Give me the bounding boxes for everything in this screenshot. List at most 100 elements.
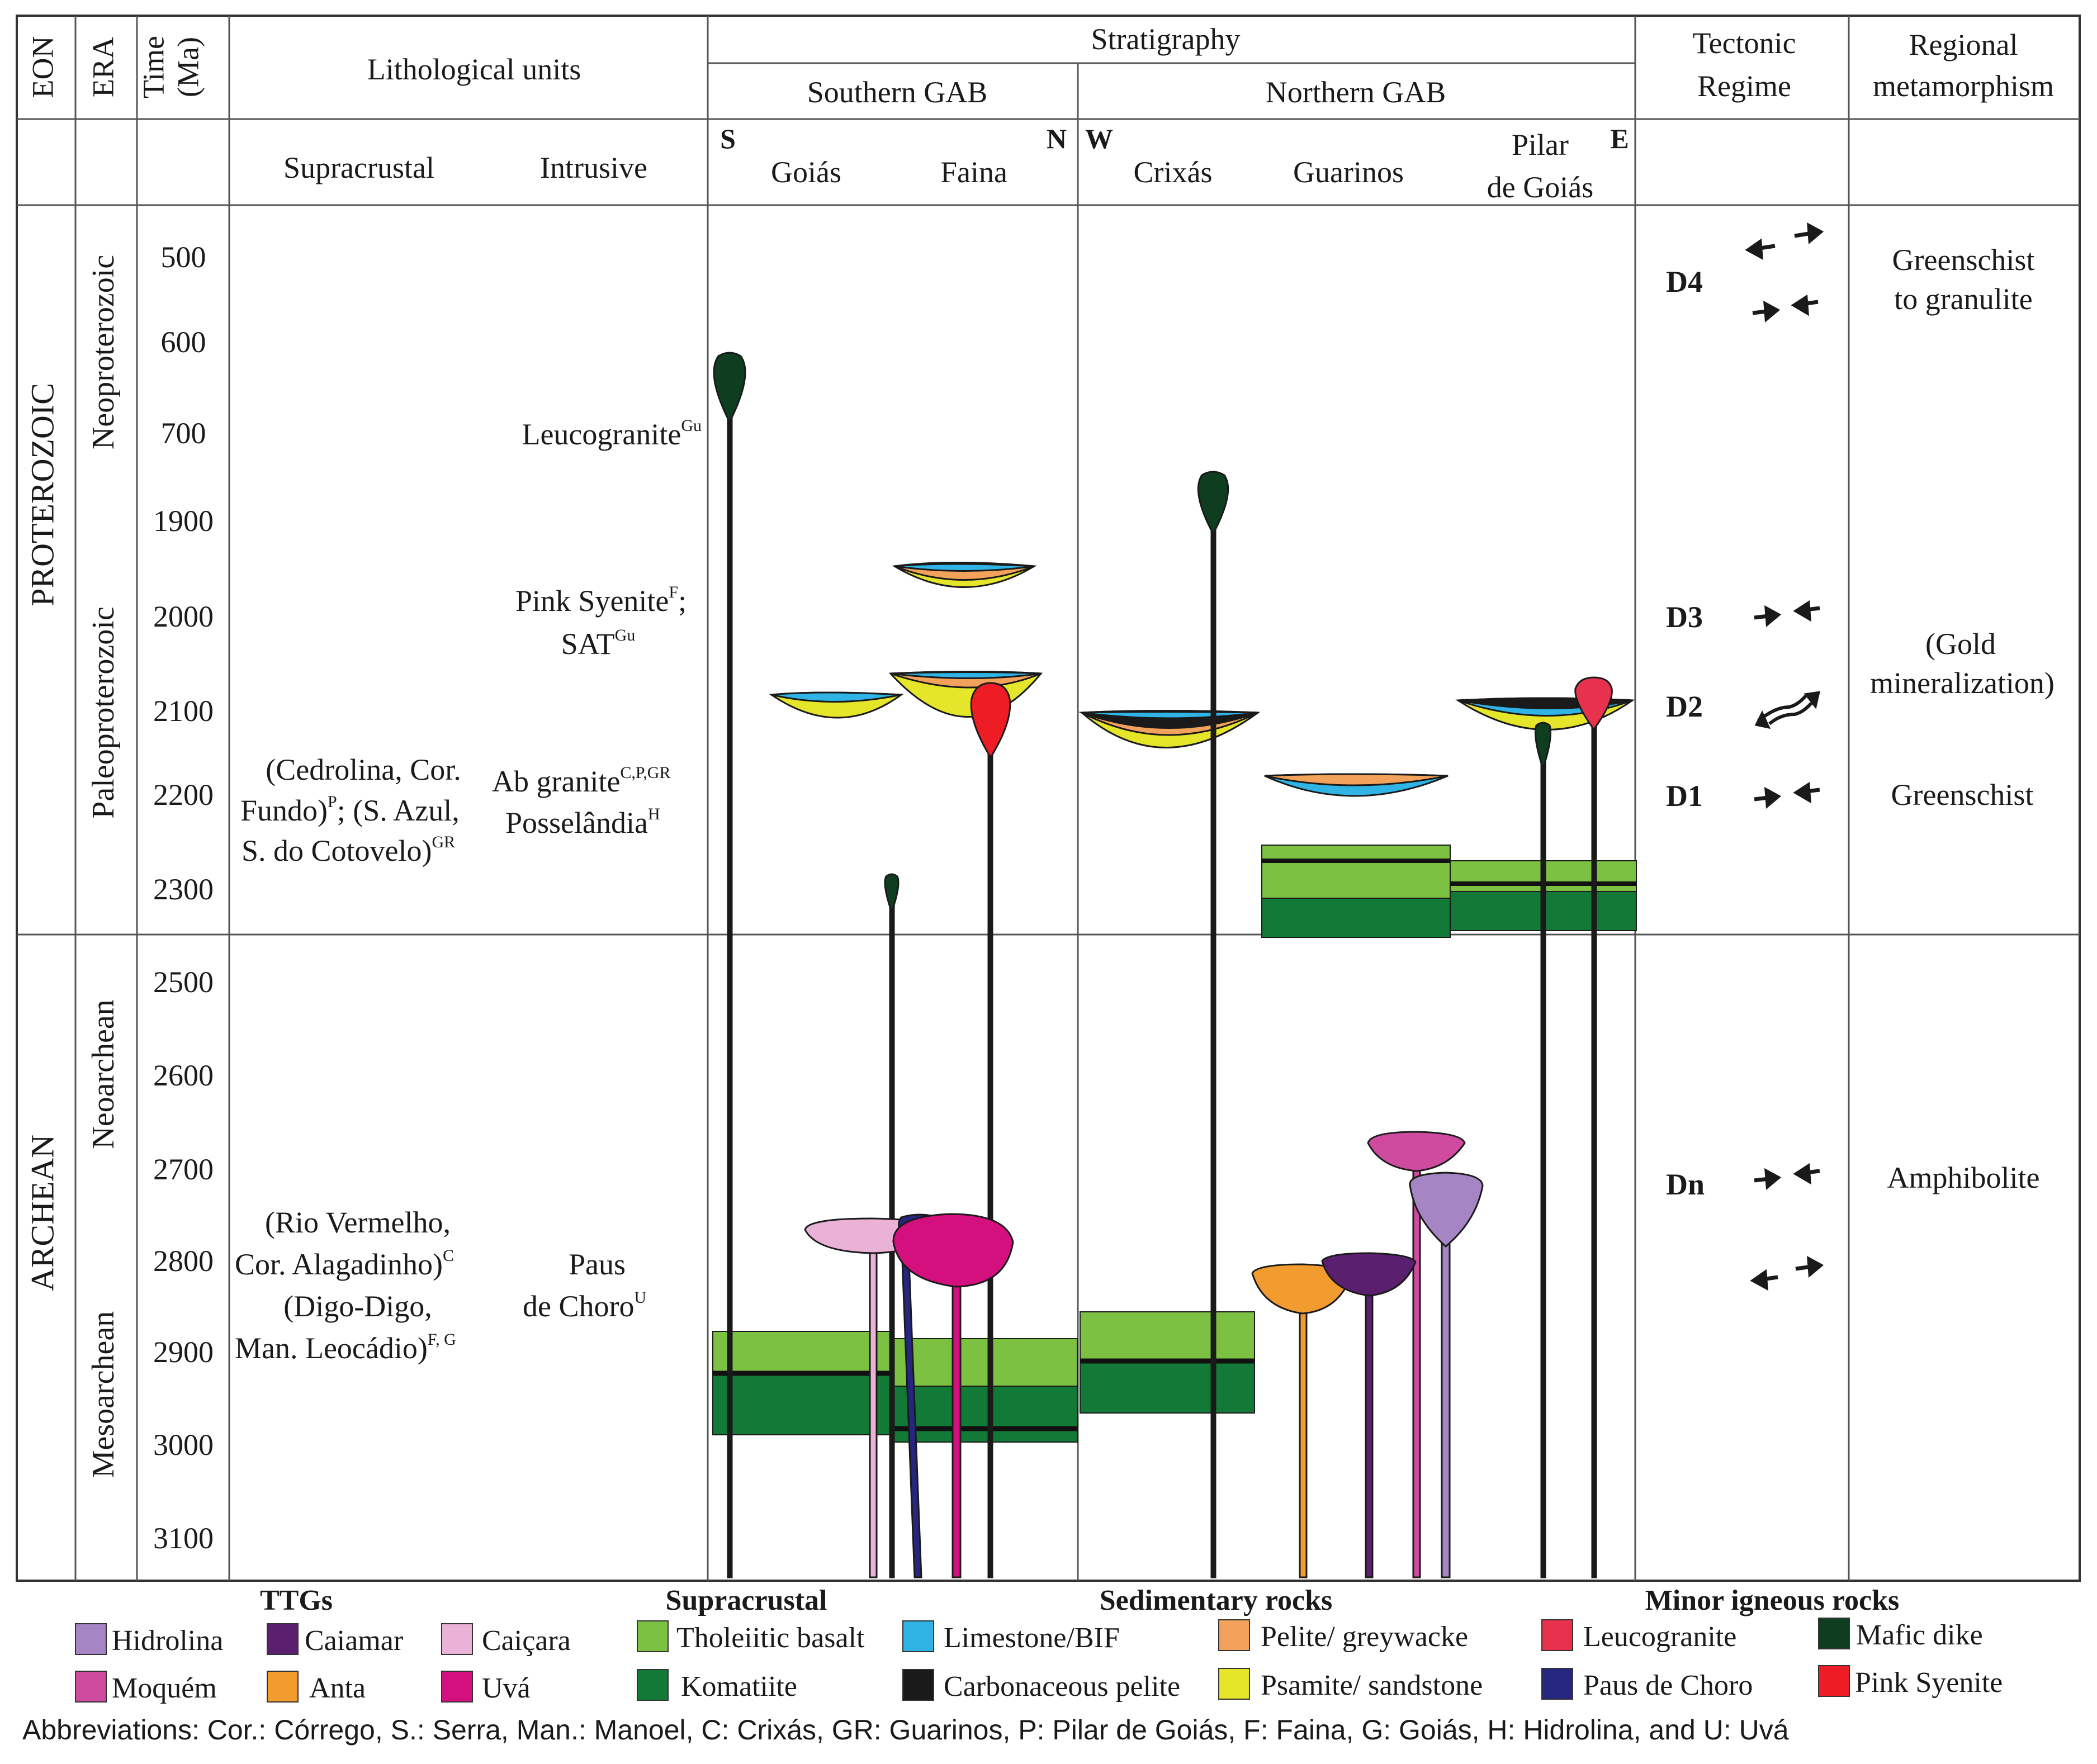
time-tick: 2100 xyxy=(153,694,214,728)
time-tick: 1900 xyxy=(153,504,214,538)
deformation-dn: Dn xyxy=(1666,1168,1705,1201)
direction-e: E xyxy=(1610,123,1629,154)
tectonic-regime: D4 D3 D2 D1 Dn xyxy=(1666,265,1705,1201)
table-header: EON ERA Time (Ma) Lithological units Sup… xyxy=(26,22,2054,204)
legend-item-anta: Anta xyxy=(267,1671,366,1704)
legend-item-hidrolina: Hidrolina xyxy=(75,1623,223,1657)
time-tick: 2300 xyxy=(153,872,214,906)
svg-text:Uvá: Uvá xyxy=(482,1672,531,1704)
time-tick: 2700 xyxy=(153,1153,214,1186)
abbreviations-note: Abbreviations: Cor.: Córrego, S.: Serra,… xyxy=(22,1714,1789,1746)
metamorphism-gold: (Gold xyxy=(1925,627,1996,661)
legend-item-pelite-greywacke: Pelite/ greywacke xyxy=(1218,1619,1468,1653)
legend-item-caicara: Caiçara xyxy=(441,1623,571,1657)
header-stratigraphy: Stratigraphy xyxy=(1091,22,1241,56)
unit-paleo-supracrustal-3: S. do Cotovelo)GR xyxy=(242,833,455,867)
lithological-units: LeucograniteGu Pink SyeniteF; SATGu (Ced… xyxy=(235,416,702,1365)
header-tectonic: Tectonic xyxy=(1692,26,1796,60)
extension-arrow-icon xyxy=(1745,222,1824,260)
ttg-stems xyxy=(869,1167,1451,1578)
legend-item-mafic-dike: Mafic dike xyxy=(1818,1618,1983,1651)
guarinos-komatiite-slab xyxy=(1261,898,1451,938)
deformation-d3: D3 xyxy=(1666,600,1703,634)
unit-ab-granite: Ab graniteC,P,GR xyxy=(492,764,670,798)
era-mesoarchean: Mesoarchean xyxy=(86,1311,121,1478)
column-pilar: Pilar xyxy=(1512,128,1569,162)
crixas-komatiite-slab xyxy=(1080,1360,1255,1414)
deformation-d4: D4 xyxy=(1666,265,1703,298)
header-time: Time xyxy=(136,36,170,98)
header-lithological-units: Lithological units xyxy=(367,53,581,86)
direction-s: S xyxy=(720,123,736,154)
legend-group-sedimentary: Sedimentary rocks xyxy=(1100,1585,1332,1616)
time-tick: 3100 xyxy=(153,1521,214,1555)
svg-text:Caiamar: Caiamar xyxy=(305,1625,403,1657)
legend-item-psamite-sandstone: Psamite/ sandstone xyxy=(1218,1668,1483,1701)
header-supracrustal: Supracrustal xyxy=(283,151,434,184)
header-regional: Regional xyxy=(1909,28,2018,61)
column-faina: Faina xyxy=(940,155,1007,189)
legend-item-leucogranite: Leucogranite xyxy=(1541,1619,1736,1653)
svg-text:Moquém: Moquém xyxy=(112,1672,217,1704)
deformation-d1: D1 xyxy=(1666,779,1703,813)
faina-basalt-slab xyxy=(892,1338,1078,1387)
column-crixas: Crixás xyxy=(1134,155,1213,189)
header-northern-gab: Northern GAB xyxy=(1266,75,1446,109)
syenite-heads xyxy=(970,676,1613,759)
compression-arrow-icon xyxy=(1754,600,1820,628)
svg-text:Pink Syenite: Pink Syenite xyxy=(1855,1667,2003,1699)
mafic-dike-heads xyxy=(713,352,1551,915)
shear-arrow-icon xyxy=(1754,691,1820,729)
header-eon: EON xyxy=(26,36,59,98)
sedimentary-lenses xyxy=(769,562,1635,797)
metamorphism-to-granulite: to granulite xyxy=(1894,282,2032,316)
ttg-heads xyxy=(804,1131,1484,1315)
time-tick: 700 xyxy=(161,416,206,450)
unit-pink-syenite: Pink SyeniteF; xyxy=(515,583,687,618)
era-neoarchean: Neoarchean xyxy=(86,999,121,1149)
column-de-goias: de Goiás xyxy=(1487,170,1593,204)
table-grid xyxy=(16,15,2081,1582)
legend-item-tholeiitic-basalt: Tholeiitic basalt xyxy=(637,1620,865,1654)
metamorphism-greenschist: Greenschist xyxy=(1891,778,2034,812)
deformation-d2: D2 xyxy=(1666,690,1703,723)
legend-item-limestone-bif: Limestone/BIF xyxy=(902,1620,1120,1654)
legend-item-moquem: Moquém xyxy=(75,1671,217,1704)
legend-group-minor-igneous: Minor igneous rocks xyxy=(1645,1585,1900,1616)
column-goias: Goiás xyxy=(771,155,841,189)
eon-era-labels: PROTEROZOIC ARCHEAN xyxy=(24,383,60,1291)
guarinos-basalt-slab xyxy=(1261,845,1451,899)
era-paleoproterozoic: Paleoproterozoic xyxy=(86,606,121,818)
unit-arch-supracrustal-4: Man. Leocádio)F, G xyxy=(235,1330,456,1365)
direction-n: N xyxy=(1047,123,1067,154)
header-southern-gab: Southern GAB xyxy=(807,75,988,109)
faina-komatiite-slab xyxy=(892,1386,1078,1443)
svg-text:Anta: Anta xyxy=(309,1672,366,1704)
svg-text:Leucogranite: Leucogranite xyxy=(1583,1621,1736,1653)
header-time-unit: (Ma) xyxy=(171,37,205,97)
era-neoproterozoic: Neoproterozoic xyxy=(86,255,121,449)
unit-paleo-supracrustal-2: Fundo)P; (S. Azul, xyxy=(240,793,460,827)
unit-arch-supracrustal-2: Cor. Alagadinho)C xyxy=(235,1246,454,1281)
goias-basalt-slab xyxy=(712,1331,893,1374)
direction-w: W xyxy=(1085,123,1113,154)
time-tick: 2500 xyxy=(153,965,214,999)
legend-group-ttgs: TTGs xyxy=(260,1585,333,1616)
header-era: ERA xyxy=(86,37,120,97)
legend-item-paus-de-choro: Paus de Choro xyxy=(1541,1668,1753,1701)
time-tick: 600 xyxy=(161,325,206,359)
column-guarinos: Guarinos xyxy=(1293,155,1404,189)
goias-komatiite-slab xyxy=(712,1373,893,1435)
unit-paus-1: Paus xyxy=(569,1248,626,1281)
compression-arrow-icon xyxy=(1754,781,1820,809)
crixas-basalt-slab xyxy=(1080,1311,1255,1362)
legend-item-uva: Uvá xyxy=(441,1671,531,1704)
svg-text:Limestone/BIF: Limestone/BIF xyxy=(944,1622,1120,1654)
legend-item-pink-syenite: Pink Syenite xyxy=(1818,1665,2003,1699)
legend-item-komatiite: Komatiite xyxy=(637,1669,797,1703)
header-metamorphism: metamorphism xyxy=(1873,69,2054,103)
legend-item-carbonaceous-pelite: Carbonaceous pelite xyxy=(902,1669,1180,1703)
extension-arrow-icon xyxy=(1750,1255,1824,1291)
svg-text:Mafic dike: Mafic dike xyxy=(1856,1619,1983,1651)
